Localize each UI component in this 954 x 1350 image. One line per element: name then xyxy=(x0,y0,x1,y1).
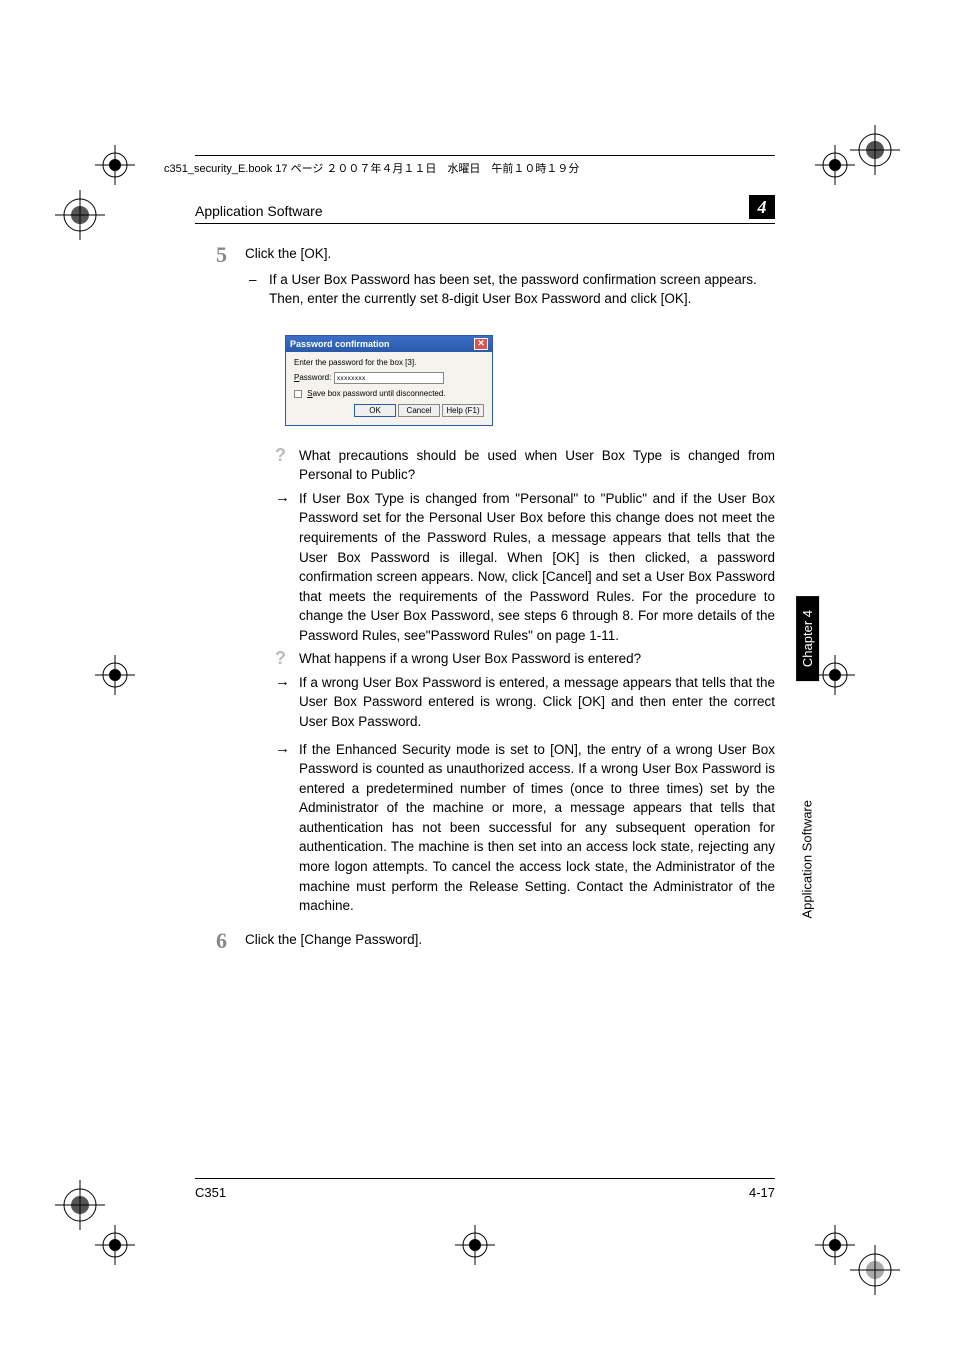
save-checkbox-label: Save box password until disconnected. xyxy=(307,389,445,398)
answer-arrow-icon: → xyxy=(275,489,299,646)
step-5: 5 Click the [OK]. – If a User Box Passwo… xyxy=(195,244,775,323)
side-tab-chapter: Chapter 4 xyxy=(796,596,819,681)
step-text: Click the [Change Password]. xyxy=(245,930,775,950)
bullet-text: If a User Box Password has been set, the… xyxy=(269,270,775,309)
password-input[interactable]: xxxxxxxx xyxy=(334,372,444,384)
reg-mark-icon xyxy=(455,1225,495,1265)
page-content: Application Software 4 5 Click the [OK].… xyxy=(195,195,775,1200)
header-rule xyxy=(195,155,775,156)
step-6: 6 Click the [Change Password]. xyxy=(195,930,775,952)
password-label: Password: xyxy=(294,373,331,382)
step-number: 6 xyxy=(195,930,245,952)
answer-text: If the Enhanced Security mode is set to … xyxy=(299,740,775,916)
dialog-instruction: Enter the password for the box [3]. xyxy=(294,358,484,367)
reg-mark-icon xyxy=(95,1225,135,1265)
header-filename: c351_security_E.book 17 ページ ２００７年４月１１日 水… xyxy=(160,160,583,176)
question-icon: ? xyxy=(275,446,299,485)
reg-mark-icon xyxy=(850,125,900,175)
close-icon[interactable]: ✕ xyxy=(474,338,488,350)
answer-text: If a wrong User Box Password is entered,… xyxy=(299,673,775,732)
section-title: Application Software xyxy=(195,203,323,219)
password-dialog: Password confirmation ✕ Enter the passwo… xyxy=(285,335,493,426)
reg-mark-icon xyxy=(55,190,105,240)
footer-model: C351 xyxy=(195,1185,226,1200)
chapter-badge: 4 xyxy=(749,195,775,219)
question-text: What happens if a wrong User Box Passwor… xyxy=(299,649,775,669)
reg-mark-icon xyxy=(815,655,855,695)
reg-mark-icon xyxy=(850,1245,900,1295)
ok-button[interactable]: OK xyxy=(354,404,396,417)
bullet-dash: – xyxy=(245,270,269,309)
answer-arrow-icon: → xyxy=(275,673,299,732)
page-footer: C351 4-17 xyxy=(195,1178,775,1200)
reg-mark-icon xyxy=(815,145,855,185)
step-text: Click the [OK]. xyxy=(245,244,775,264)
save-checkbox[interactable] xyxy=(294,390,302,398)
cancel-button[interactable]: Cancel xyxy=(398,404,440,417)
help-button[interactable]: Help (F1) xyxy=(442,404,484,417)
side-tab-section: Application Software xyxy=(796,800,819,919)
question-icon: ? xyxy=(275,649,299,669)
question-text: What precautions should be used when Use… xyxy=(299,446,775,485)
step-number: 5 xyxy=(195,244,245,323)
section-header: Application Software 4 xyxy=(195,195,775,224)
reg-mark-icon xyxy=(95,145,135,185)
reg-mark-icon xyxy=(55,1180,105,1230)
answer-arrow-icon: → xyxy=(275,740,299,916)
footer-page: 4-17 xyxy=(749,1185,775,1200)
reg-mark-icon xyxy=(95,655,135,695)
answer-text: If User Box Type is changed from "Person… xyxy=(299,489,775,646)
dialog-title: Password confirmation xyxy=(290,339,390,349)
reg-mark-icon xyxy=(815,1225,855,1265)
